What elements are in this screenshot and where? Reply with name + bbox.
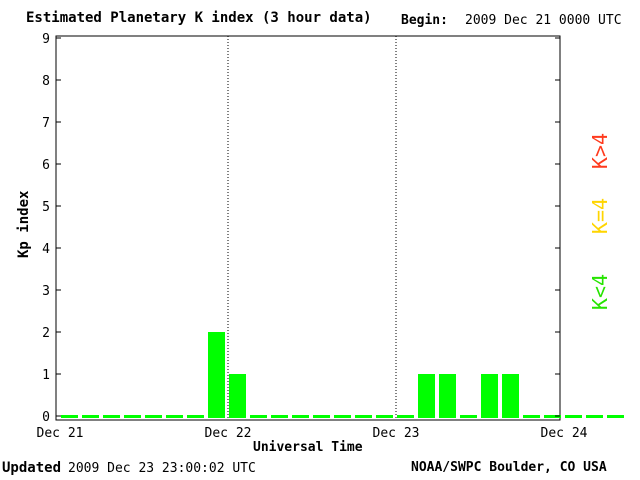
kp-bar [565,415,582,418]
kp-bar [208,332,225,418]
chart-title: Estimated Planetary K index (3 hour data… [26,10,372,26]
kp-bar [103,415,120,418]
y-tick-label: 6 [42,158,50,173]
kp-bar [334,415,351,418]
kp-bar [439,374,456,418]
kp-bar [544,415,561,418]
x-tick-label: Dec 22 [205,426,252,441]
x-axis-label: Universal Time [253,440,363,455]
credit-text: NOAA/SWPC Boulder, CO USA [411,460,607,475]
y-tick-label: 7 [42,116,50,131]
updated-value: 2009 Dec 23 23:00:02 UTC [68,461,256,476]
kp-bar [124,415,141,418]
kp-bar [187,415,204,418]
kp-bar [376,415,393,418]
y-tick-label: 5 [42,200,50,215]
kp-bar [502,374,519,418]
kp-bar [481,374,498,418]
kp-bar [250,415,267,418]
y-tick-label: 3 [42,284,50,299]
y-tick-label: 2 [42,326,50,341]
x-tick-label: Dec 21 [37,426,84,441]
kp-bar [607,415,624,418]
kp-bar [145,415,162,418]
kp-bar [313,415,330,418]
kp-bar [292,415,309,418]
kp-bar [271,415,288,418]
kp-bar [460,415,477,418]
y-tick-label: 4 [42,242,50,257]
kp-bar [61,415,78,418]
x-tick-label: Dec 24 [541,426,588,441]
kp-bar [586,415,603,418]
kp-bar [523,415,540,418]
begin-value: 2009 Dec 21 0000 UTC [465,13,622,28]
y-tick-label: 0 [42,410,50,425]
kp-bar [166,415,183,418]
kp-bar [229,374,246,418]
kp-bar [82,415,99,418]
begin-label: Begin: [401,13,448,28]
kp-bar [418,374,435,418]
kp-bar [355,415,372,418]
y-tick-label: 9 [42,32,50,47]
y-tick-label: 8 [42,74,50,89]
plot-frame [55,35,561,421]
kp-bar [397,415,414,418]
updated-label: Updated [2,460,62,476]
y-tick-label: 1 [42,368,50,383]
x-tick-label: Dec 23 [373,426,420,441]
